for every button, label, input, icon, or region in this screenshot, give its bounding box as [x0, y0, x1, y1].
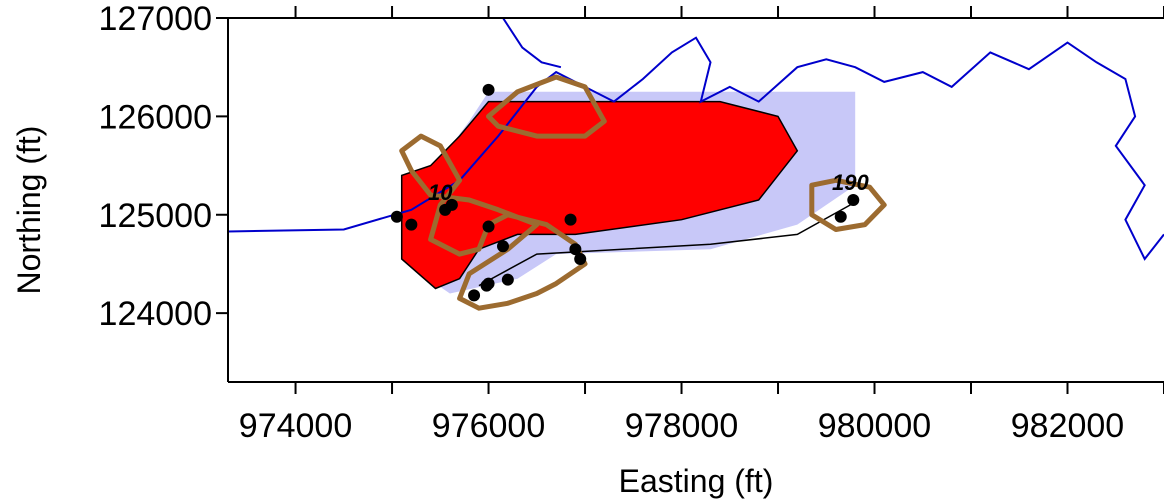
y-tick-label-4: 127000	[99, 0, 212, 38]
well-point-6	[482, 220, 495, 233]
well-point-2	[390, 210, 403, 223]
x-tick-label-3: 978000	[625, 407, 738, 445]
y-tick-label-3: 126000	[99, 98, 212, 136]
contour-line-2	[399, 133, 588, 311]
contour-label-1: 10	[428, 180, 453, 205]
well-point-12	[501, 273, 514, 286]
well-point-8	[564, 213, 577, 226]
x-tick-label-5: 982000	[1011, 407, 1124, 445]
x-tick-label-4: 980000	[818, 407, 931, 445]
shoreline-upper-reach	[502, 18, 562, 69]
plot-area: 10 190	[228, 18, 1164, 311]
contour-line-1	[486, 74, 607, 139]
x-tick-labels: 974000 976000 978000 980000 982000	[239, 407, 1124, 445]
contour-label-2: 190	[832, 170, 869, 195]
domain-boundary-line	[478, 204, 851, 287]
shoreline-line	[228, 36, 1164, 261]
x-axis-title: Easting (ft)	[619, 463, 774, 499]
y-tick-labels: 124000 125000 126000 127000	[99, 0, 212, 333]
well-point-10	[574, 253, 587, 266]
y-tick-label-1: 124000	[99, 295, 212, 333]
plume-area	[400, 100, 799, 290]
contour-line-3	[809, 177, 887, 232]
well-point-5	[445, 198, 458, 211]
plot-frame	[227, 17, 1164, 383]
well-point-3	[405, 218, 418, 231]
well-point-15	[834, 210, 847, 223]
well-point-16	[847, 194, 860, 206]
well-point-7	[497, 240, 510, 253]
well-point-9	[569, 243, 582, 256]
well-point-1	[482, 83, 495, 96]
well-point-13	[482, 277, 495, 290]
y-tick-label-2: 125000	[99, 197, 212, 235]
x-tick-label-2: 976000	[432, 407, 545, 445]
axis-ticks	[216, 6, 1164, 394]
y-axis-title: Northing (ft)	[11, 126, 47, 295]
x-tick-label-1: 974000	[239, 407, 352, 445]
well-point-14	[468, 289, 481, 302]
plot-clipped-group: 10 190	[228, 18, 1164, 311]
